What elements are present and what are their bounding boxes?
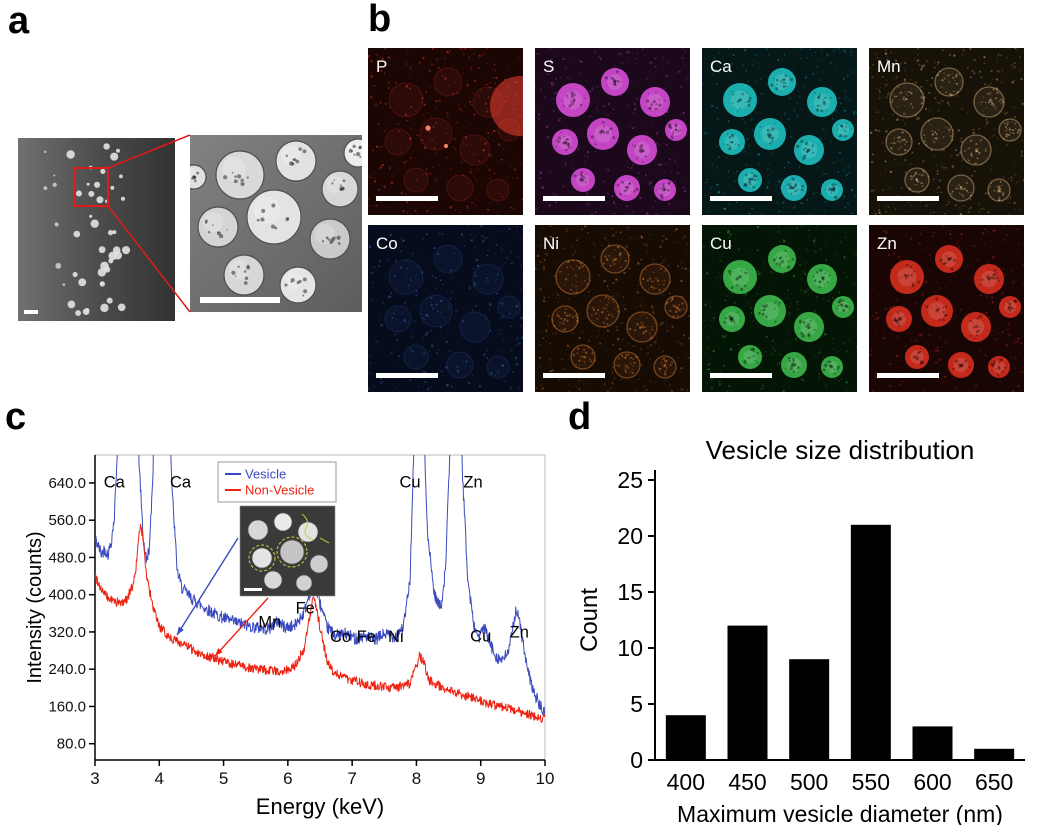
scale-bar: [376, 196, 438, 201]
element-map-mn: Mn: [869, 48, 1024, 215]
y-tick-label: 25: [617, 467, 643, 493]
y-tick-label: 20: [617, 523, 643, 549]
panel-b-label: b: [368, 0, 392, 40]
scale-bar: [710, 196, 772, 201]
x-axis-label: Maximum vesicle diameter (nm): [677, 801, 1003, 825]
chart-title: Vesicle size distribution: [706, 435, 975, 465]
x-tick-label: 3: [90, 769, 99, 788]
element-map-tile-label: Mn: [877, 57, 901, 76]
tem-zoom-image: [190, 135, 362, 312]
peak-label-zn: Zn: [463, 474, 482, 492]
scale-bar: [877, 373, 939, 378]
y-tick-label: 10: [617, 635, 643, 661]
tem-overview-image: [18, 138, 175, 321]
panel-b-element-maps: P S Ca Mn Co Ni Cu Zn: [368, 48, 1024, 392]
scale-bar: [877, 196, 939, 201]
peak-label-cu: Cu: [399, 474, 420, 492]
peak-label-fe: Fe: [357, 628, 376, 646]
element-map-s: S: [535, 48, 690, 215]
x-tick-label: 450: [728, 769, 766, 795]
bar: [789, 659, 830, 760]
panel-c-label: c: [5, 396, 27, 438]
bar: [850, 524, 891, 760]
peak-label-co: Co: [330, 628, 351, 646]
bar: [912, 726, 953, 760]
x-tick-label: 400: [667, 769, 705, 795]
scale-bar: [200, 297, 280, 303]
y-tick-label: 160.0: [48, 698, 86, 715]
element-map-tile-label: S: [543, 57, 554, 76]
peak-label-zn: Zn: [510, 624, 529, 642]
element-map-zn: Zn: [869, 225, 1024, 392]
y-axis-label: Count: [576, 588, 603, 652]
peak-label-fe: Fe: [296, 599, 315, 617]
vesicle-size-histogram: Vesicle size distribution 0 5 10 15 20 25 400 45…: [576, 435, 1025, 825]
edx-spectrum-chart: 80.0 160.0 240.0 320.0 400.0 480.0 560.0 640.0 3…: [25, 454, 555, 819]
element-map-tile-label: Zn: [877, 234, 897, 253]
x-tick-label: 4: [155, 769, 164, 788]
y-axis-label: Intensity (counts): [25, 531, 46, 683]
peak-label-ni: Ni: [388, 628, 404, 646]
scale-bar: [543, 373, 605, 378]
bar: [665, 715, 706, 760]
element-map-cu: Cu: [702, 225, 857, 392]
x-tick-label: 550: [852, 769, 890, 795]
x-tick-label: 10: [536, 769, 555, 788]
y-tick-label: 5: [630, 691, 643, 717]
element-map-tile-label: Cu: [710, 234, 732, 253]
x-tick-label: 5: [219, 769, 228, 788]
element-map-co: Co: [368, 225, 523, 392]
spectrum-inset-image: [239, 505, 336, 597]
y-tick-label: 480.0: [48, 549, 86, 566]
y-tick-label: 15: [617, 579, 643, 605]
scale-bar: [543, 196, 605, 201]
y-tick-label: 240.0: [48, 661, 86, 678]
x-tick-label: 9: [476, 769, 485, 788]
y-tick-label: 560.0: [48, 512, 86, 529]
element-map-tile-label: Ni: [543, 234, 559, 253]
bar: [974, 748, 1015, 760]
x-tick-label: 7: [347, 769, 356, 788]
peak-label-cu: Cu: [470, 627, 491, 645]
y-tick-label: 0: [630, 747, 643, 773]
x-tick-label: 600: [913, 769, 951, 795]
peak-label-ca: Ca: [170, 474, 192, 492]
series-non-vesicle: [95, 523, 545, 723]
element-map-ni: Ni: [535, 225, 690, 392]
bar: [727, 625, 768, 760]
y-tick-label: 400.0: [48, 587, 86, 604]
scale-bar: [710, 373, 772, 378]
zoom-region-box: [74, 167, 109, 207]
peak-label-mn: Mn: [258, 613, 281, 631]
peak-label-ca: Ca: [104, 474, 126, 492]
series-vesicle: [95, 455, 545, 717]
panel-a-label: a: [8, 0, 30, 42]
x-tick-label: 6: [283, 769, 292, 788]
panel-d-label: d: [568, 396, 592, 438]
element-map-tile-label: Co: [376, 234, 398, 253]
element-map-tile-label: Ca: [710, 57, 732, 76]
x-tick-label: 8: [412, 769, 421, 788]
element-map-ca: Ca: [702, 48, 857, 215]
y-tick-label: 640.0: [48, 475, 86, 492]
x-axis-label: Energy (keV): [256, 794, 384, 819]
legend-entry-non-vesicle: Non-Vesicle: [245, 483, 314, 498]
scale-bar: [376, 373, 438, 378]
y-tick-label: 320.0: [48, 624, 86, 641]
y-tick-label: 80.0: [57, 736, 86, 753]
scale-bar: [24, 310, 38, 314]
x-tick-label: 650: [975, 769, 1013, 795]
element-map-tile-label: P: [376, 57, 387, 76]
element-map-p: P: [368, 48, 523, 215]
x-tick-label: 500: [790, 769, 828, 795]
legend-entry-vesicle: Vesicle: [245, 467, 286, 482]
